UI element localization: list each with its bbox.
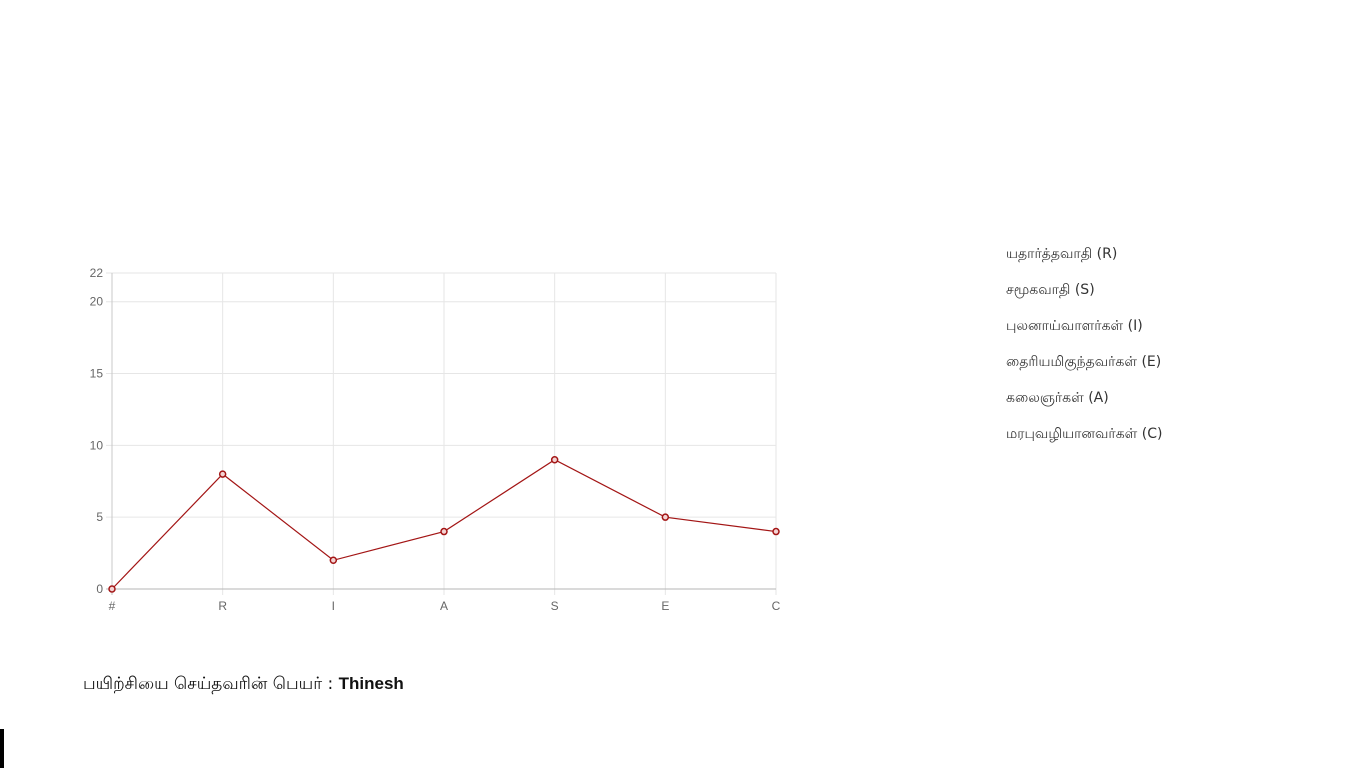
data-point [329,556,338,565]
y-tick-label: 22 [90,266,104,280]
edge-bar [0,729,4,768]
x-tick-label: C [772,599,781,613]
y-tick-label: 10 [90,438,104,452]
y-axis-ticks: 0 5 10 15 20 22 [90,266,104,596]
y-tick-label: 5 [96,510,103,524]
legend-item-e: தைரியமிகுந்தவர்கள் (E) [1006,354,1162,370]
data-point [440,527,448,536]
y-tick-label: 20 [90,295,104,309]
x-tick-label: E [661,599,669,613]
chart-grid [106,272,777,595]
x-tick-label: A [440,599,448,613]
legend-item-c: மரபுவழியானவர்கள் (C) [1006,426,1163,442]
y-tick-label: 15 [90,367,104,381]
x-tick-label: S [551,599,559,613]
data-point [108,585,116,593]
y-tick-label: 0 [96,582,103,596]
legend-item-a: கலைஞர்கள் (A) [1006,390,1109,406]
chart-series [108,455,780,593]
x-tick-label: R [218,599,227,613]
legend-item-i: புலனாய்வாளர்கள் (I) [1006,318,1143,334]
data-point [661,513,670,521]
legend-item-s: சமூகவாதி (S) [1006,282,1095,298]
chart-axes [111,273,776,590]
category-legend: யதார்த்தவாதி (R) சமூகவாதி (S) புலனாய்வாள… [1006,243,1162,459]
author-line: பயிற்சியை செய்தவரின் பெயர் : Thinesh [83,674,404,696]
legend-item-r: யதார்த்தவாதி (R) [1006,246,1118,262]
data-point [550,455,559,464]
x-tick-label: # [109,599,116,613]
x-axis-ticks: # R I A S E C [109,599,781,613]
data-point [772,527,780,536]
data-point [218,470,227,478]
x-tick-label: I [332,599,335,613]
author-name: Thinesh [338,674,404,693]
author-label: பயிற்சியை செய்தவரின் பெயர் : [83,674,339,694]
